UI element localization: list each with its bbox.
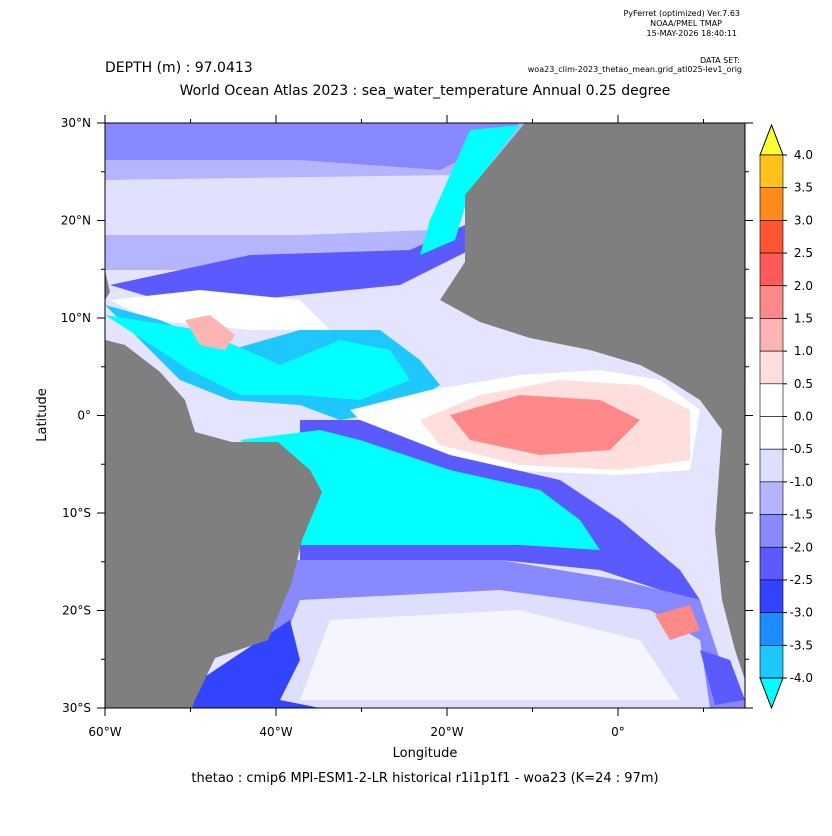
dataset-name: woa23_clim-2023_thetao_mean.grid_atl025-… xyxy=(528,65,742,74)
x-tick-label: 0° xyxy=(611,725,625,739)
y-tick-label: 10°S xyxy=(62,506,91,520)
colorbar-label: -2.0 xyxy=(790,540,813,554)
colorbar-label: -0.5 xyxy=(790,442,813,456)
colorbar-bin xyxy=(759,187,784,221)
colorbar-label: 2.5 xyxy=(794,246,813,260)
colorbar-label: 4.0 xyxy=(794,148,813,162)
y-tick-label: 20°N xyxy=(61,214,91,228)
colorbar-label: -4.0 xyxy=(790,671,813,685)
y-tick-label: 10°N xyxy=(61,311,91,325)
x-tick-label: 20°W xyxy=(430,725,463,739)
colorbar-label: -2.5 xyxy=(790,573,813,587)
colorbar-bottom-arrow xyxy=(759,677,784,710)
colorbar-label: 3.5 xyxy=(794,181,813,195)
colorbar-label: -3.0 xyxy=(790,606,813,620)
y-tick-label: 20°S xyxy=(62,604,91,618)
colorbar-bin xyxy=(759,383,784,417)
colorbar-bin xyxy=(759,318,784,352)
footer-label: thetao : cmip6 MPI-ESM1-2-LR historical … xyxy=(191,771,658,786)
colorbar-label: 0.5 xyxy=(794,377,813,391)
colorbar-bin xyxy=(759,514,784,548)
colorbar-bin xyxy=(759,481,784,515)
depth-label: DEPTH (m) : 97.0413 xyxy=(105,60,253,76)
colorbar-bin xyxy=(759,448,784,483)
y-tick-label: 0° xyxy=(77,409,91,423)
y-tick-label: 30°S xyxy=(62,701,91,715)
colorbar-bin xyxy=(759,416,784,450)
colorbar-label: -3.5 xyxy=(790,638,813,652)
colorbar-bin xyxy=(759,252,784,287)
program-label: PyFerret (optimized) Ver.7.63 xyxy=(623,9,740,18)
colorbar-bin xyxy=(759,645,784,679)
x-tick-label: 60°W xyxy=(88,725,121,739)
colorbar-bin xyxy=(759,612,784,646)
organization-label: NOAA/PMEL TMAP xyxy=(650,19,722,28)
colorbar-label: 3.0 xyxy=(794,213,813,227)
colorbar-bin xyxy=(759,546,784,581)
y-axis-label: Latitude xyxy=(35,388,50,442)
map-field xyxy=(105,123,745,708)
dataset-label: DATA SET: xyxy=(700,56,740,65)
colorbar: 4.0 3.5 3.0 2.5 2.0 1.5 1.0 0.5 0.0 -0.5 -1.0 -1.5 -… xyxy=(759,123,813,710)
colorbar-label: 0.0 xyxy=(794,410,813,424)
colorbar-label: 1.0 xyxy=(794,344,813,358)
map-title: World Ocean Atlas 2023 : sea_water_tempe… xyxy=(180,83,671,99)
colorbar-bin xyxy=(759,579,784,613)
colorbar-bin xyxy=(759,285,784,319)
colorbar-label: -1.5 xyxy=(790,508,813,522)
colorbar-top-arrow xyxy=(759,123,784,156)
colorbar-bin xyxy=(759,154,784,188)
colorbar-label: -1.0 xyxy=(790,475,813,489)
colorbar-bin xyxy=(759,220,784,254)
x-axis-label: Longitude xyxy=(393,746,458,761)
y-tick-label: 30°N xyxy=(61,116,91,130)
x-tick-label: 40°W xyxy=(259,725,292,739)
colorbar-label: 2.0 xyxy=(794,279,813,293)
colorbar-bin xyxy=(759,350,784,385)
colorbar-label: 1.5 xyxy=(794,311,813,325)
timestamp-label: 15-MAY-2026 18:40:11 xyxy=(647,29,737,38)
